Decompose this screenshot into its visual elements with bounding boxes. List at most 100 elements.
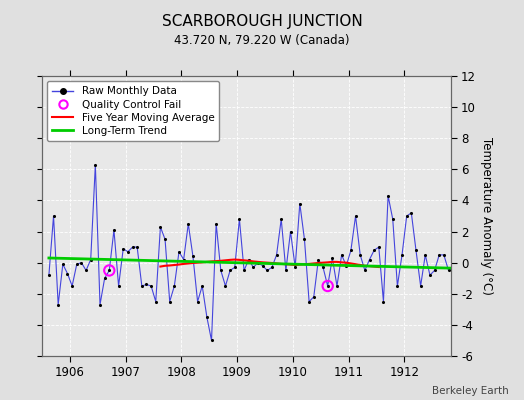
Legend: Raw Monthly Data, Quality Control Fail, Five Year Moving Average, Long-Term Tren: Raw Monthly Data, Quality Control Fail, … [47,81,220,141]
Point [389,216,397,222]
Point [226,267,234,274]
Point [91,162,100,168]
Point [86,256,95,263]
Point [384,192,392,199]
Point [342,262,351,269]
Point [337,252,346,258]
Point [291,264,299,270]
Point [193,298,202,305]
Point [110,227,118,233]
Point [323,283,332,289]
Point [477,267,485,274]
Point [356,252,364,258]
Point [254,260,262,266]
Point [421,252,430,258]
Point [467,298,476,305]
Point [393,283,401,289]
Point [216,267,225,274]
Point [105,267,114,274]
Point [189,253,197,260]
Point [101,275,109,282]
Point [286,228,294,235]
Point [179,256,188,263]
Point [138,283,146,289]
Point [156,224,165,230]
Point [407,210,416,216]
Point [128,244,137,250]
Point [59,261,67,268]
Point [198,283,206,289]
Point [268,264,276,270]
Point [417,283,425,289]
Point [151,298,160,305]
Text: SCARBOROUGH JUNCTION: SCARBOROUGH JUNCTION [161,14,363,29]
Point [170,283,179,289]
Point [208,337,216,344]
Point [124,248,132,255]
Point [184,220,192,227]
Point [305,298,313,305]
Point [347,247,355,254]
Point [133,244,141,250]
Point [333,283,341,289]
Point [82,267,90,274]
Point [63,270,72,277]
Point [114,283,123,289]
Point [240,267,248,274]
Point [412,247,420,254]
Point [314,256,323,263]
Point [96,302,104,308]
Point [379,298,388,305]
Point [449,264,457,270]
Point [77,260,85,266]
Point [463,244,471,250]
Point [203,314,211,320]
Point [430,267,439,274]
Point [398,252,406,258]
Point [402,213,411,219]
Point [73,261,81,268]
Point [454,225,462,232]
Point [258,262,267,269]
Point [143,281,151,288]
Point [221,283,230,289]
Point [231,264,239,270]
Y-axis label: Temperature Anomaly (°C): Temperature Anomaly (°C) [480,137,493,295]
Point [235,216,244,222]
Point [472,280,481,286]
Point [147,283,155,289]
Point [119,246,127,252]
Point [249,264,257,270]
Point [375,244,383,250]
Point [68,283,77,289]
Point [296,200,304,207]
Point [282,267,290,274]
Point [458,283,467,289]
Text: 43.720 N, 79.220 W (Canada): 43.720 N, 79.220 W (Canada) [174,34,350,47]
Point [175,248,183,255]
Point [245,256,253,263]
Text: Berkeley Earth: Berkeley Earth [432,386,508,396]
Point [310,294,318,300]
Point [435,252,443,258]
Point [440,252,448,258]
Point [300,236,309,242]
Point [370,247,378,254]
Point [444,267,453,274]
Point [272,252,281,258]
Point [105,267,114,274]
Point [54,302,62,308]
Point [277,216,286,222]
Point [49,213,58,219]
Point [352,213,360,219]
Point [166,298,174,305]
Point [263,267,271,274]
Point [328,255,336,261]
Point [212,220,221,227]
Point [365,256,374,263]
Point [161,236,169,242]
Point [425,272,434,278]
Point [323,283,332,289]
Point [361,267,369,274]
Point [45,272,53,278]
